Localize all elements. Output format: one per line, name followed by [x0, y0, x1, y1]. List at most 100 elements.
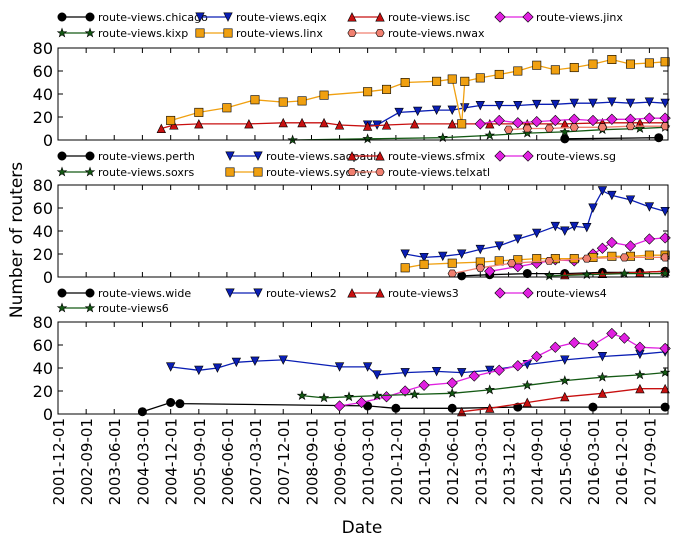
marker-square [225, 167, 235, 177]
marker-star [544, 270, 555, 281]
marker-diamond [355, 396, 368, 409]
marker-square [494, 69, 504, 79]
marker-square [532, 60, 542, 70]
marker-star [522, 379, 533, 390]
marker-diamond [531, 350, 543, 363]
x-tick-label: 2014-09-01 [529, 418, 547, 505]
marker-triangle-down [625, 98, 636, 109]
legend-entry: route-views.kixp [56, 27, 188, 40]
marker-triangle-down [597, 186, 608, 196]
x-tick-label: 2010-03-01 [360, 418, 378, 505]
series-line [161, 122, 666, 130]
panels-group: 0 20 40 60 80 route-views.chicago route-views.… [33, 11, 671, 505]
y-tick-label: 40 [33, 85, 53, 104]
marker-triangle-down [560, 355, 570, 365]
marker-circle [85, 151, 95, 161]
series-route-views-jinx [474, 112, 671, 130]
marker-diamond [446, 377, 458, 389]
series-route-views-wide [137, 397, 670, 417]
marker-diamond [659, 112, 671, 124]
marker-triangle-up [334, 120, 345, 130]
marker-triangle-down [607, 97, 617, 107]
marker-circle [57, 151, 67, 161]
legend-label: route-views6 [98, 302, 169, 315]
marker-square [222, 103, 232, 113]
marker-diamond [634, 341, 646, 353]
marker-circle [57, 12, 67, 22]
marker-triangle-down [532, 99, 542, 110]
x-tick-label: 2010-12-01 [388, 418, 406, 505]
x-tick-label: 2005-09-01 [191, 418, 209, 505]
panel-3: 0 20 40 60 80 route-views.wide route-views2 rou… [33, 287, 671, 424]
marker-diamond [522, 150, 534, 162]
marker-square [363, 87, 373, 97]
series-line [170, 351, 666, 376]
marker-diamond [512, 360, 524, 372]
panel-1: 0 20 40 60 80 route-views.chicago route-views.… [33, 11, 671, 150]
marker-triangle-up [319, 117, 329, 128]
marker-star [362, 133, 373, 144]
marker-diamond [333, 400, 346, 412]
marker-hexagon [582, 254, 592, 263]
marker-triangle-down [419, 252, 429, 263]
marker-circle [85, 288, 95, 298]
legend-entry: route-views.sydney [225, 166, 373, 179]
marker-square [278, 97, 288, 107]
marker-hexagon [504, 125, 514, 134]
marker-hexagon [375, 29, 385, 37]
marker-star [597, 371, 608, 382]
marker-diamond [494, 11, 506, 23]
marker-square [625, 59, 635, 69]
marker-square [532, 254, 542, 264]
y-tick-label: 60 [33, 336, 53, 355]
x-tick-label: 2007-12-01 [275, 418, 293, 505]
marker-triangle-down [494, 241, 504, 251]
marker-triangle-down [212, 363, 223, 373]
x-axis-label: Date [342, 518, 383, 538]
legend-label: route-views.sg [536, 150, 616, 163]
marker-circle [654, 133, 664, 143]
marker-triangle-down [457, 249, 467, 259]
marker-diamond [587, 114, 599, 127]
y-tick-label: 60 [33, 62, 53, 81]
y-tick-label: 20 [33, 245, 53, 264]
series-route-views2 [165, 347, 670, 380]
legend-entry: route-views.perth [57, 150, 195, 163]
legend-label: route-views.chicago [98, 11, 208, 24]
y-tick-label: 40 [33, 222, 53, 241]
marker-star [634, 369, 646, 380]
marker-triangle-down [431, 105, 442, 115]
marker-diamond [659, 232, 671, 244]
marker-star [56, 166, 68, 177]
marker-triangle-down [644, 97, 655, 107]
marker-hexagon [597, 123, 607, 132]
marker-diamond [484, 265, 496, 277]
marker-square [644, 58, 654, 68]
marker-hexagon [347, 168, 357, 176]
marker-triangle-down [560, 226, 570, 236]
legend-label: route-views.linx [236, 27, 323, 40]
x-tick-label: 2001-12-01 [50, 418, 68, 505]
marker-circle [588, 402, 598, 412]
marker-triangle-down [475, 244, 485, 255]
marker-diamond [624, 240, 637, 252]
marker-triangle-down [253, 151, 263, 161]
marker-circle [175, 399, 185, 409]
series-route-views3 [457, 383, 670, 417]
legend-entry: route-views6 [56, 302, 169, 315]
marker-star [84, 302, 96, 313]
y-tick-label: 60 [33, 199, 53, 218]
marker-diamond [380, 391, 393, 403]
marker-circle [522, 269, 532, 279]
marker-square [447, 258, 457, 268]
marker-triangle-down [457, 368, 467, 378]
marker-triangle-up [660, 383, 670, 394]
marker-triangle-down [660, 206, 670, 217]
marker-triangle-down [588, 203, 598, 213]
marker-circle [660, 402, 670, 412]
marker-triangle-down [625, 195, 636, 205]
marker-triangle-down [223, 12, 233, 22]
marker-star [371, 390, 383, 401]
marker-diamond [643, 112, 656, 124]
